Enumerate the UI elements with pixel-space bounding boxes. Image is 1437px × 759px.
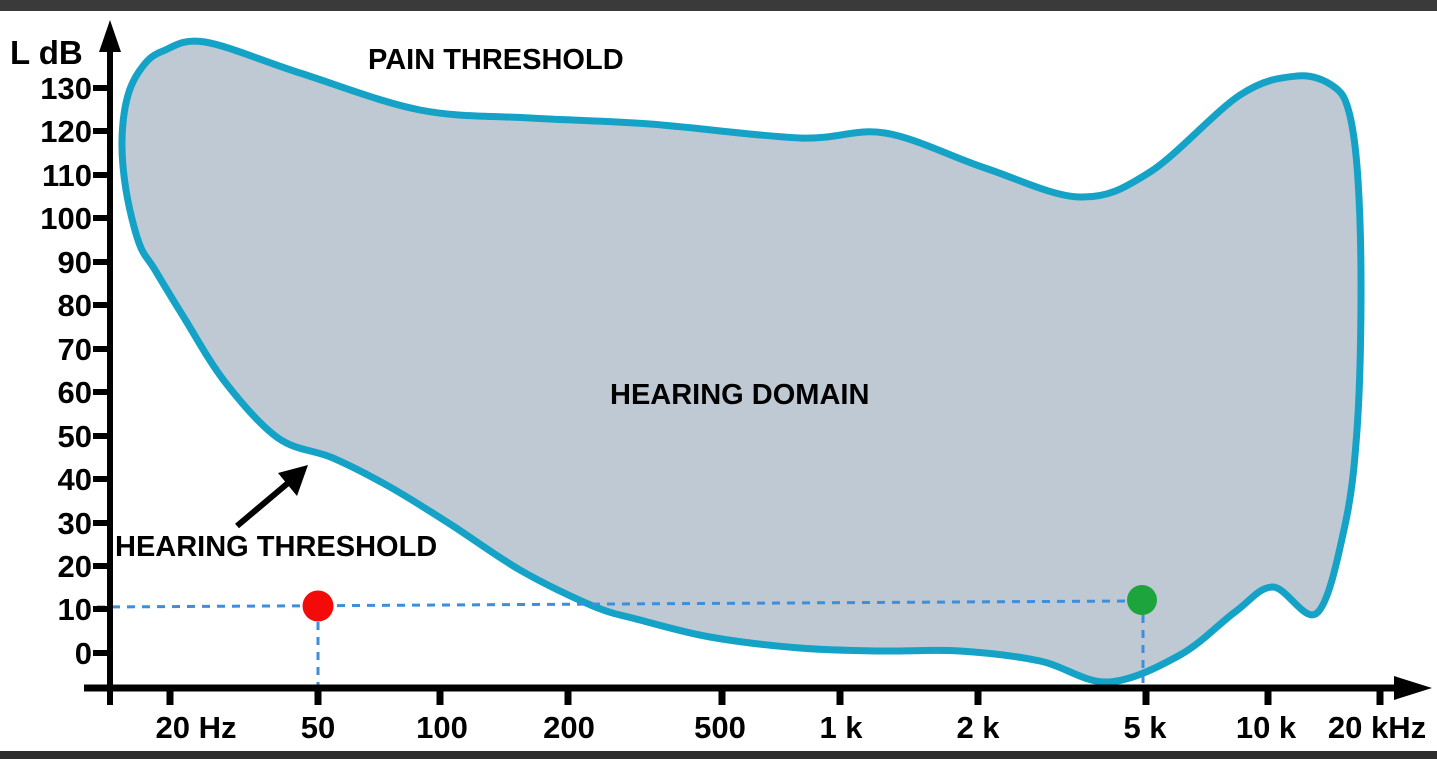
x-tick-label: 100 — [416, 710, 468, 745]
y-tick-label: 80 — [57, 288, 92, 323]
y-tick-label: 110 — [41, 158, 92, 193]
y-tick-label: 130 — [40, 71, 92, 106]
x-tick-label: 500 — [694, 710, 746, 745]
y-tick-label: 20 — [57, 549, 92, 584]
y-axis-arrowhead-icon — [99, 20, 121, 52]
dashed-guide-horizontal — [96, 599, 1129, 609]
x-tick-label: 50 — [300, 710, 336, 745]
x-tick-label: 2 k — [956, 710, 1000, 745]
y-tick-label: 0 — [74, 636, 92, 671]
y-tick-label: 100 — [40, 201, 92, 236]
threshold-annotation-arrowhead-icon — [278, 465, 308, 496]
x-tick-label: 20 Hz — [155, 710, 237, 745]
x-tick-label: 10 k — [1235, 710, 1297, 745]
y-tick-label: 90 — [57, 245, 92, 280]
y-tick-label: 120 — [40, 114, 92, 149]
top-border-band — [0, 0, 1437, 11]
x-tick-label: 1 k — [819, 710, 863, 745]
hearing-threshold-label: HEARING THRESHOLD — [115, 531, 438, 563]
y-axis-title: L dB — [10, 34, 83, 71]
red-marker-dot — [302, 590, 334, 622]
green-marker-dot — [1127, 585, 1157, 615]
y-tick-label: 50 — [57, 419, 92, 454]
threshold-annotation-arrow-shaft — [235, 475, 296, 529]
y-tick-label: 10 — [57, 592, 92, 627]
x-axis-arrowhead-icon — [1394, 676, 1432, 700]
x-tick-label: 200 — [543, 710, 595, 745]
y-tick-label: 60 — [57, 375, 92, 410]
pain-threshold-label: PAIN THRESHOLD — [368, 44, 624, 76]
y-tick-label: 30 — [57, 506, 92, 541]
hearing-domain-area — [118, 37, 1365, 686]
x-tick-label: 5 k — [1123, 710, 1167, 745]
hearing-domain-label: HEARING DOMAIN — [610, 379, 870, 411]
x-tick-label: 20 kHz — [1327, 710, 1427, 745]
bottom-border-band — [0, 751, 1437, 759]
y-tick-label: 70 — [57, 332, 92, 367]
y-tick-label: 40 — [57, 462, 92, 497]
